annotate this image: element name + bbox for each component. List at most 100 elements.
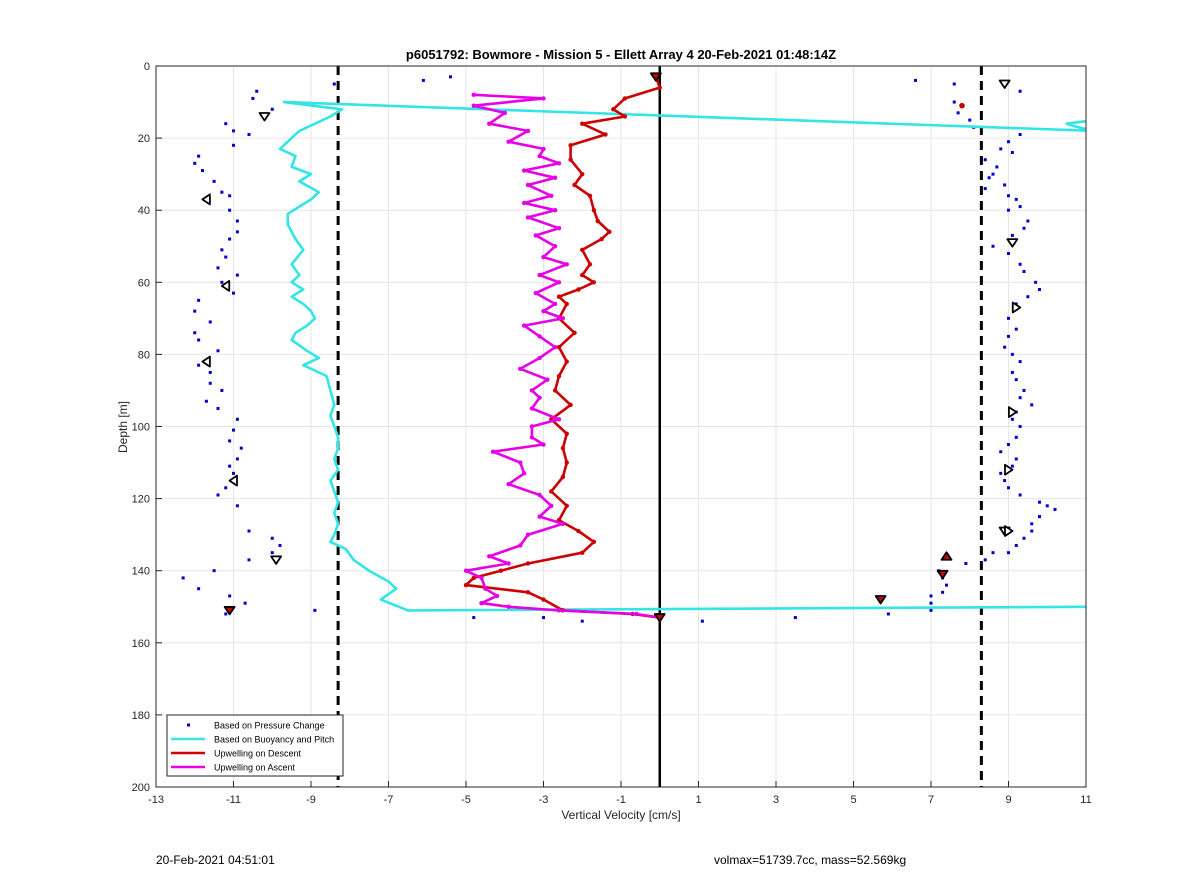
data-point: [983, 558, 987, 562]
footer-timestamp: 20-Feb-2021 04:51:01: [156, 853, 275, 867]
data-point: [580, 171, 585, 177]
data-point: [525, 590, 531, 595]
data-point: [220, 248, 224, 252]
data-point: [1038, 500, 1041, 504]
marker-triangle-down: [653, 613, 666, 623]
data-point: [545, 377, 550, 382]
data-point: [657, 85, 662, 90]
data-point: [556, 417, 562, 422]
data-point: [591, 208, 597, 213]
data-point: [228, 439, 232, 443]
data-point: [568, 402, 573, 408]
data-point: [591, 280, 597, 285]
series-based-on-pressure-change: [181, 75, 1057, 623]
x-tick-label: 9: [1005, 794, 1011, 806]
data-point: [1038, 515, 1041, 519]
data-point: [1034, 280, 1038, 284]
data-point: [212, 569, 216, 573]
data-point: [201, 169, 204, 173]
data-point: [552, 344, 558, 350]
data-point: [224, 486, 228, 490]
legend-label: Based on Buoyancy and Pitch: [214, 735, 334, 745]
data-point: [580, 272, 585, 278]
data-point: [235, 457, 239, 461]
data-point: [564, 262, 569, 267]
axis-ticks: -13 -11 -9 -7 -5 -3 -1 1 3 5 7 9 1102040608010012014…: [132, 61, 1092, 806]
data-point: [1010, 417, 1014, 421]
data-point: [1045, 504, 1049, 508]
series-layer: [181, 74, 1086, 623]
data-point: [521, 323, 527, 328]
data-point: [1018, 132, 1022, 136]
data-point: [506, 561, 511, 566]
y-tick-label: 0: [144, 61, 150, 73]
grid-lines: [155, 65, 1087, 788]
data-point: [449, 75, 452, 79]
data-point: [580, 619, 584, 623]
data-point: [332, 82, 336, 86]
data-point: [560, 316, 566, 321]
data-point: [987, 176, 991, 180]
x-tick-label: 3: [773, 794, 779, 806]
data-point: [580, 550, 585, 555]
data-point: [232, 143, 235, 147]
data-point: [595, 218, 600, 224]
data-point: [634, 611, 639, 617]
data-point: [560, 521, 566, 527]
data-point: [1018, 396, 1022, 400]
data-point: [1003, 183, 1007, 187]
data-point: [611, 107, 616, 112]
data-point: [564, 359, 569, 364]
data-point: [228, 594, 232, 598]
data-point: [1007, 140, 1010, 144]
data-point: [193, 161, 197, 165]
legend-item-based-on-pressure-change: Based on Pressure Change: [187, 721, 325, 731]
y-tick-label: 20: [138, 133, 150, 145]
data-point: [224, 612, 228, 616]
data-point: [1053, 507, 1057, 511]
data-point: [228, 194, 232, 198]
data-point: [564, 503, 569, 509]
data-point: [564, 460, 569, 465]
data-point: [1010, 233, 1014, 237]
x-tick-label: -5: [461, 794, 471, 806]
data-point: [181, 576, 185, 580]
marker-triangle-right: [1004, 463, 1014, 476]
data-point: [929, 594, 933, 598]
legend: Based on Pressure Change Based on Buoyanc…: [166, 714, 344, 777]
data-point: [1026, 219, 1030, 223]
marker-triangle-down: [258, 112, 271, 122]
data-point: [204, 399, 208, 403]
data-point: [1018, 205, 1022, 209]
marker-triangle-right: [1007, 406, 1018, 418]
marker-dot: [959, 102, 965, 109]
data-point: [247, 132, 251, 136]
data-point: [552, 388, 558, 393]
data-point: [239, 446, 243, 450]
data-point: [247, 529, 251, 533]
data-point: [525, 215, 531, 220]
data-point: [224, 122, 228, 126]
data-point: [556, 226, 562, 231]
data-point: [541, 146, 546, 152]
y-tick-label: 140: [132, 566, 150, 578]
data-point: [622, 114, 628, 119]
data-point: [471, 575, 476, 581]
data-point: [235, 504, 239, 508]
y-tick-label: 80: [138, 349, 150, 361]
series-line: [278, 100, 1086, 612]
y-tick-label: 40: [138, 205, 150, 217]
data-point: [220, 190, 224, 194]
legend-swatch: [187, 723, 190, 727]
data-point: [929, 601, 933, 605]
data-point: [1026, 295, 1030, 299]
data-point: [952, 100, 956, 104]
data-point: [270, 551, 274, 555]
data-point: [232, 291, 235, 295]
data-point: [197, 363, 201, 367]
data-point: [313, 608, 317, 612]
legend-item-upwelling-on-descent: Upwelling on Descent: [171, 749, 302, 759]
data-point: [216, 493, 220, 497]
data-point: [622, 96, 628, 101]
